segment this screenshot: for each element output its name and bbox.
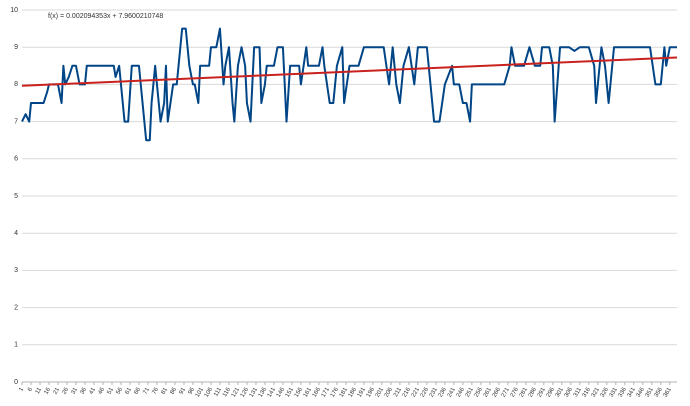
x-tick-label: 101 <box>195 386 206 398</box>
x-tick-label: 236 <box>438 386 449 398</box>
x-tick-label: 41 <box>89 386 98 395</box>
x-tick-label: 281 <box>519 386 530 398</box>
x-tick-label: 196 <box>366 386 377 398</box>
x-tick-label: 31 <box>71 386 80 395</box>
x-tick-label: 11 <box>35 386 44 395</box>
x-tick-label: 141 <box>267 386 278 398</box>
x-tick-label: 261 <box>483 386 494 398</box>
x-tick-label: 356 <box>654 386 665 398</box>
x-tick-label: 231 <box>429 386 440 398</box>
x-tick-label: 211 <box>393 386 403 398</box>
x-tick-label: 156 <box>294 386 305 398</box>
y-tick-label: 10 <box>10 7 18 14</box>
y-tick-label: 8 <box>14 81 18 88</box>
x-tick-label: 301 <box>555 386 566 398</box>
x-tick-label: 311 <box>573 386 583 398</box>
x-tick-label: 36 <box>80 386 89 395</box>
x-tick-label: 21 <box>53 386 62 395</box>
data-line <box>21 27 677 142</box>
x-tick-label: 226 <box>420 386 431 398</box>
x-tick-label: 106 <box>204 386 215 398</box>
x-tick-label: 86 <box>170 386 179 395</box>
x-tick-label: 126 <box>240 386 251 398</box>
x-tick-label: 206 <box>384 386 395 398</box>
x-tick-label: 81 <box>161 386 170 395</box>
x-tick-label: 46 <box>98 386 107 395</box>
x-tick-label: 91 <box>179 386 188 395</box>
x-tick-label: 151 <box>285 386 296 398</box>
x-tick-label: 1 <box>18 386 25 392</box>
x-tick-label: 221 <box>411 386 422 398</box>
x-tick-label: 216 <box>402 386 413 398</box>
x-tick-label: 331 <box>609 386 620 398</box>
x-tick-label: 286 <box>528 386 539 398</box>
x-tick-label: 96 <box>188 386 197 395</box>
trend-equation: f(x) = 0.002094353x + 7.9600210748 <box>48 13 163 20</box>
x-tick-label: 306 <box>564 386 575 398</box>
y-tick-label: 9 <box>14 44 18 51</box>
y-tick-label: 0 <box>14 379 18 386</box>
x-tick-label: 16 <box>44 386 53 395</box>
x-tick-label: 161 <box>303 386 314 398</box>
x-tick-label: 321 <box>591 386 602 398</box>
x-tick-label: 256 <box>474 386 485 398</box>
x-tick-label: 61 <box>125 386 134 395</box>
x-tick-label: 276 <box>510 386 521 398</box>
x-tick-label: 71 <box>143 386 152 395</box>
y-tick-label: 3 <box>14 267 18 274</box>
x-tick-label: 131 <box>249 386 260 398</box>
x-tick-label: 326 <box>600 386 611 398</box>
x-tick-label: 176 <box>330 386 341 398</box>
x-tick-label: 51 <box>107 386 116 395</box>
x-tick-label: 111 <box>213 386 223 397</box>
x-tick-label: 351 <box>645 386 656 398</box>
x-tick-label: 251 <box>465 386 476 398</box>
y-tick-label: 6 <box>14 156 18 163</box>
y-tick-label: 1 <box>14 342 18 349</box>
x-tick-label: 186 <box>348 386 359 398</box>
x-tick-label: 316 <box>582 386 593 398</box>
y-tick-label: 7 <box>14 118 18 125</box>
x-tick-label: 181 <box>339 386 350 398</box>
x-tick-label: 26 <box>62 386 71 395</box>
x-tick-label: 296 <box>546 386 557 398</box>
x-tick-label: 346 <box>636 386 647 398</box>
x-tick-label: 191 <box>357 386 368 398</box>
x-tick-label: 76 <box>152 386 161 395</box>
x-tick-label: 146 <box>276 386 287 398</box>
x-tick-label: 121 <box>231 386 242 398</box>
x-tick-label: 56 <box>116 386 125 395</box>
y-tick-label: 4 <box>14 230 18 237</box>
y-tick-label: 5 <box>14 193 18 200</box>
x-tick-label: 66 <box>134 386 143 395</box>
x-tick-label: 266 <box>492 386 503 398</box>
y-tick-label: 2 <box>14 304 18 311</box>
x-tick-label: 116 <box>222 386 232 398</box>
x-tick-label: 246 <box>456 386 467 398</box>
trend-line <box>21 56 678 87</box>
x-tick-label: 341 <box>627 386 638 398</box>
x-tick-label: 291 <box>537 386 548 398</box>
x-tick-label: 201 <box>375 386 386 398</box>
x-tick-label: 136 <box>258 386 269 398</box>
x-tick-label: 271 <box>501 386 512 398</box>
x-tick-label: 6 <box>27 386 34 392</box>
x-tick-label: 361 <box>663 386 674 398</box>
x-tick-label: 336 <box>618 386 629 398</box>
x-tick-label: 171 <box>321 386 332 398</box>
x-tick-label: 241 <box>447 386 458 398</box>
x-tick-label: 166 <box>312 386 323 398</box>
